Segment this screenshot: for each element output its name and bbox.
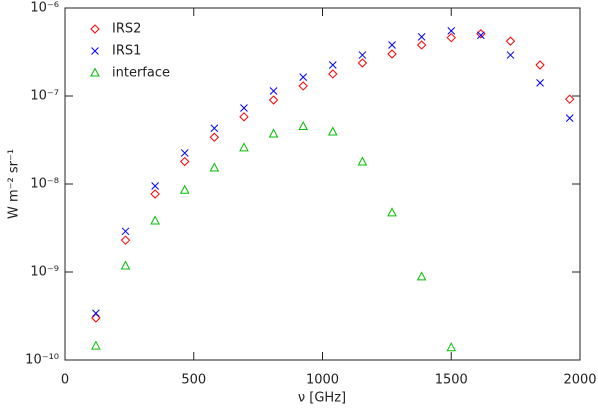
data-point [180, 156, 190, 167]
data-point [91, 313, 101, 323]
data-point [239, 142, 249, 152]
data-point [209, 162, 220, 172]
data-point [179, 184, 190, 194]
data-point [446, 342, 457, 352]
legend-label: IRS2 [112, 22, 141, 37]
y-axis-label: W m⁻² sr⁻¹ [7, 149, 22, 219]
data-point [150, 189, 160, 199]
data-point [416, 40, 427, 50]
data-point [416, 271, 427, 281]
legend-marker [91, 47, 99, 55]
data-point [240, 104, 248, 112]
data-point [417, 33, 426, 41]
data-point [476, 29, 486, 39]
data-point [150, 215, 160, 225]
legend-label: interface [112, 66, 170, 81]
legend-marker [90, 24, 100, 34]
x-tick-label: 1500 [435, 373, 468, 388]
data-point [180, 149, 189, 157]
data-point [92, 309, 100, 318]
data-point [447, 26, 456, 35]
data-point [209, 132, 220, 142]
x-tick-label: 2000 [563, 373, 596, 388]
data-point [446, 32, 456, 43]
data-point [328, 61, 337, 69]
y-tick-label: 10⁻⁷ [30, 89, 59, 104]
legend-label: IRS1 [112, 44, 141, 59]
x-tick-label: 500 [181, 373, 206, 388]
x-axis-label: ν [GHz] [298, 391, 346, 406]
data-point [298, 81, 308, 91]
data-point [268, 95, 279, 105]
data-point [564, 94, 575, 104]
data-point [357, 58, 368, 68]
x-tick-label: 0 [61, 373, 69, 388]
data-point [357, 156, 368, 166]
legend-marker [90, 67, 100, 77]
data-point [387, 207, 397, 217]
plot-frame [64, 7, 581, 361]
data-point [565, 114, 574, 123]
data-point [387, 49, 397, 59]
data-point [328, 69, 338, 79]
y-tick-label: 10⁻⁹ [30, 265, 59, 280]
data-point [120, 260, 131, 270]
data-point [268, 128, 279, 138]
data-point [505, 36, 516, 46]
data-point [151, 182, 159, 190]
data-point [327, 126, 338, 136]
data-point [91, 340, 101, 350]
y-tick-label: 10⁻⁶ [30, 1, 59, 16]
data-point [121, 227, 130, 236]
y-tick-label: 10⁻¹⁰ [25, 353, 59, 368]
data-point [536, 79, 544, 87]
data-point [239, 112, 249, 122]
data-point [388, 41, 396, 49]
data-point [298, 120, 309, 131]
data-point [506, 51, 515, 59]
data-point [477, 31, 485, 40]
y-tick-label: 10⁻⁸ [30, 177, 59, 192]
data-point [299, 73, 308, 81]
x-tick-label: 1000 [306, 373, 339, 388]
data-point [535, 60, 545, 70]
data-point [120, 235, 131, 245]
data-point [358, 51, 367, 59]
data-point [210, 124, 219, 133]
data-point [269, 87, 278, 95]
